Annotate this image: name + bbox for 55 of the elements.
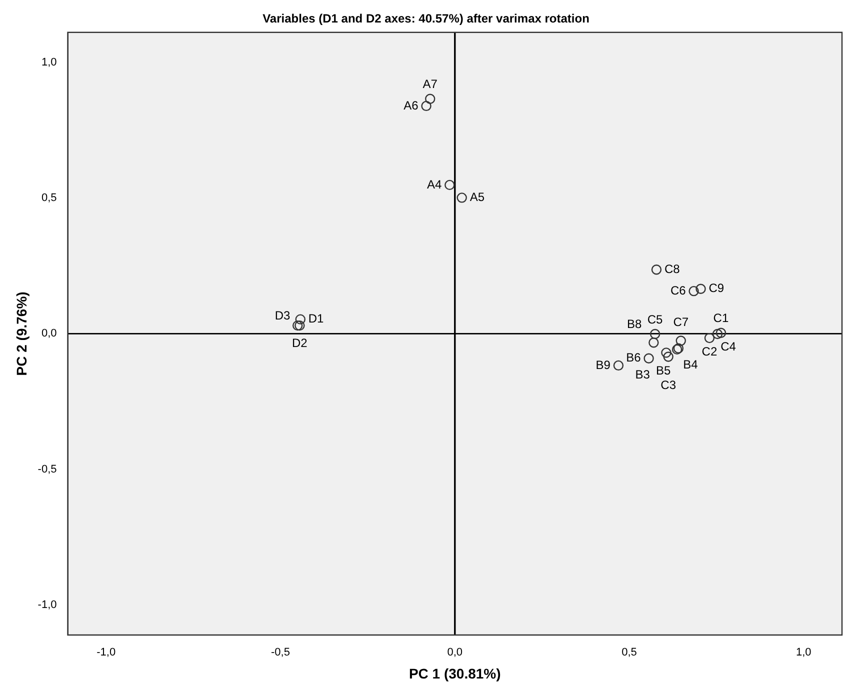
annotation: C6 — [670, 283, 686, 298]
point — [696, 284, 706, 294]
point — [676, 336, 686, 346]
point — [663, 352, 674, 362]
annotation: A5 — [470, 190, 485, 204]
annotation: D1 — [308, 312, 324, 326]
point — [421, 100, 432, 112]
point — [425, 94, 436, 104]
annotation: A4 — [426, 177, 442, 192]
annotation: A7 — [422, 77, 438, 92]
annotation: A6 — [404, 98, 419, 112]
annotation: C5 — [647, 312, 664, 326]
x-axis-title: PC 1 (30.81%) — [408, 665, 501, 682]
y-tick-label: -0,5 — [38, 463, 57, 476]
point — [295, 314, 306, 324]
y-tick-label: -1,0 — [38, 599, 57, 612]
point — [648, 338, 659, 348]
point — [294, 320, 305, 331]
point — [644, 353, 654, 364]
annotation: B8 — [626, 316, 642, 331]
annotation: B3 — [635, 367, 650, 382]
annotation: C1 — [713, 311, 729, 326]
point — [613, 360, 624, 371]
x-tick-label: -1,0 — [96, 646, 116, 659]
point — [651, 264, 662, 275]
annotation: B5 — [656, 364, 671, 378]
annotation: C4 — [720, 340, 736, 354]
annotation: C9 — [708, 281, 724, 296]
annotation: C8 — [664, 262, 680, 276]
y-axis-title: PC 2 (9.76%) — [13, 292, 30, 376]
annotation: D3 — [274, 308, 291, 323]
point — [456, 192, 467, 203]
point — [688, 286, 699, 296]
y-tick-label: 1,0 — [41, 56, 57, 68]
annotation: C3 — [660, 378, 676, 392]
point — [661, 348, 672, 358]
point — [716, 328, 726, 338]
annotation: C7 — [673, 315, 689, 330]
point — [650, 328, 660, 340]
point — [712, 328, 723, 340]
point — [444, 180, 455, 190]
x-tick-label: 0,5 — [622, 646, 637, 659]
annotation: B6 — [626, 350, 642, 365]
x-tick-label: -0,5 — [271, 646, 290, 659]
y-tick-label: 0,5 — [41, 192, 57, 204]
annotation: D2 — [292, 336, 308, 350]
annotation: B9 — [596, 358, 611, 372]
chart-title: Variables (D1 and D2 axes: 40.57%) after varimax rotation — [262, 12, 590, 26]
y-tick-label: 0,0 — [41, 328, 57, 340]
annotation: B4 — [683, 358, 698, 372]
point — [292, 320, 303, 331]
point — [704, 332, 715, 344]
annotation: C2 — [702, 344, 718, 358]
x-tick-label: 1,0 — [796, 646, 812, 659]
x-tick-label: 0,0 — [447, 646, 463, 659]
